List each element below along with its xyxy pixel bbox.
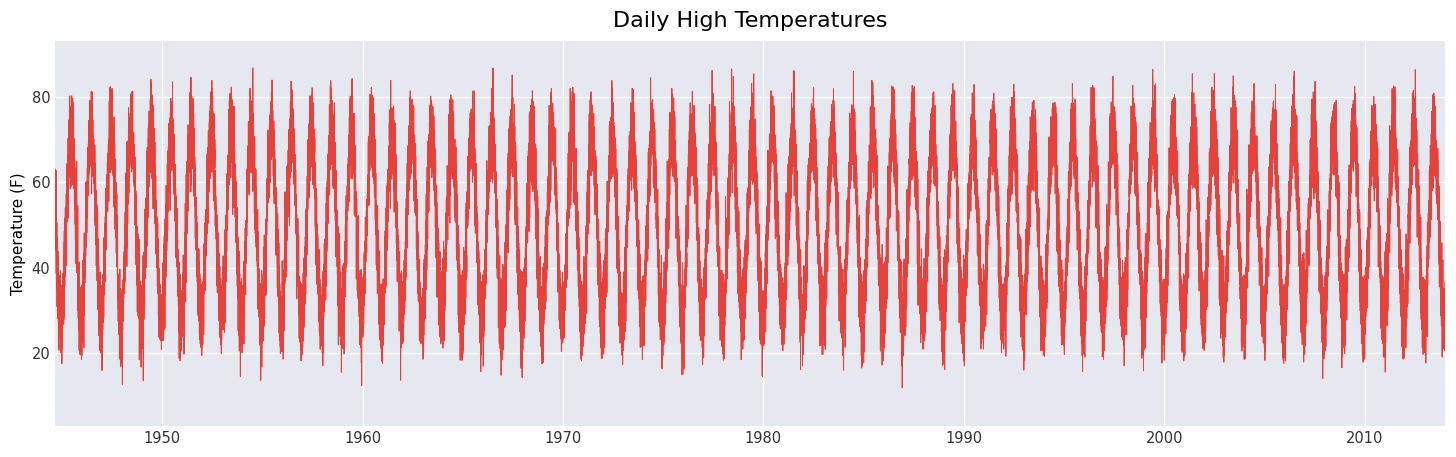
Y-axis label: Temperature (F): Temperature (F) [12, 172, 26, 295]
Title: Daily High Temperatures: Daily High Temperatures [613, 11, 887, 31]
